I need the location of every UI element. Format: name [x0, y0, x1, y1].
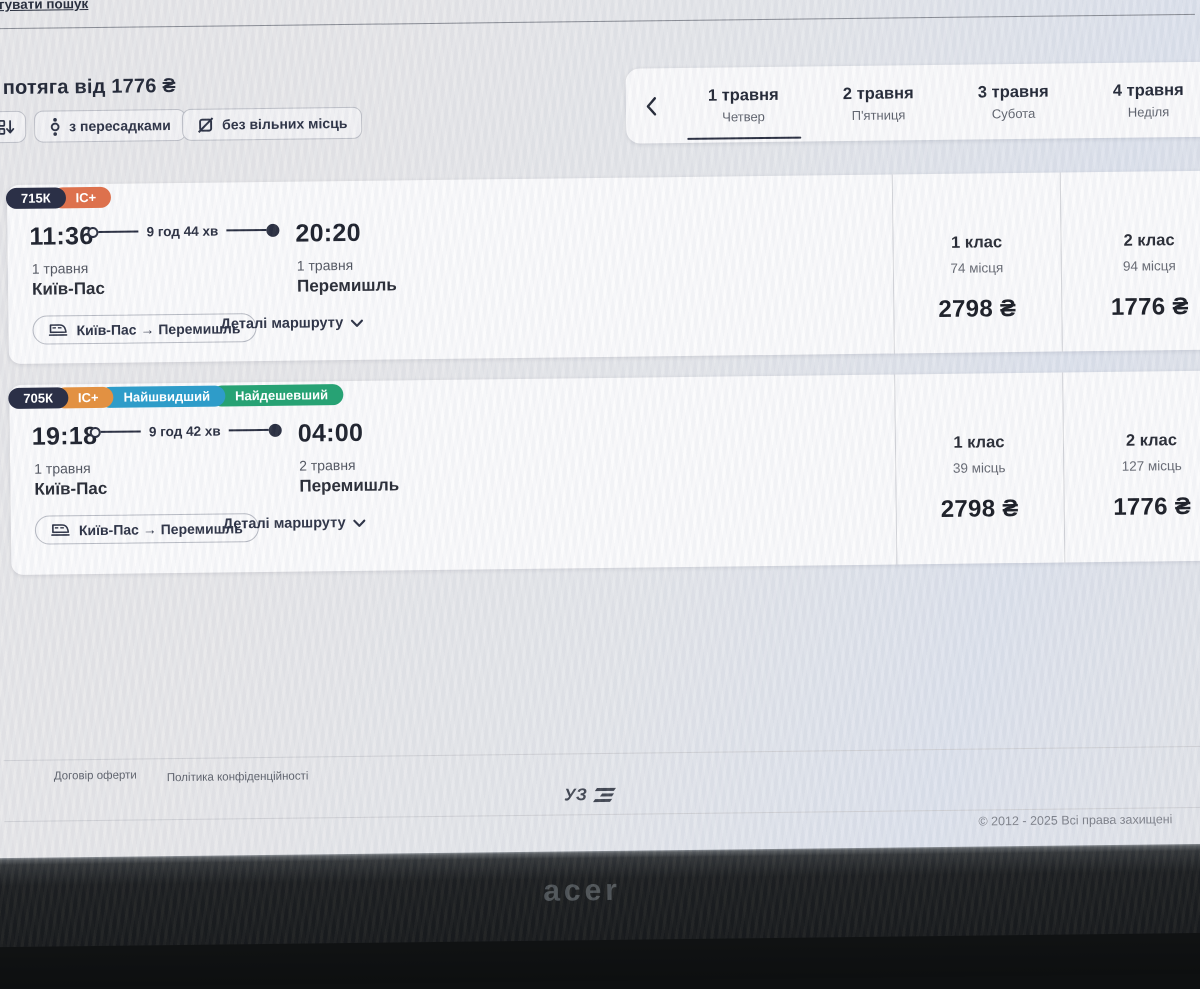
class-seats: 127 місць — [1121, 458, 1182, 474]
class-price: 1776 ₴ — [1113, 492, 1192, 521]
privacy-policy-link[interactable]: Політика конфіденційності — [166, 770, 309, 785]
class-name: 2 клас — [1125, 431, 1178, 450]
filter-label: з пересадками — [69, 117, 171, 135]
class-option-2[interactable]: 2 клас 127 місць 1776 ₴ — [1062, 370, 1200, 562]
transfers-icon — [49, 117, 61, 136]
class-seats: 94 місця — [1122, 258, 1176, 274]
class-option-1[interactable]: 1 клас 74 місця 2798 ₴ — [892, 173, 1062, 354]
duration-label: 9 год 44 хв — [146, 223, 219, 239]
class-name: 1 клас — [953, 433, 1005, 452]
route-button-label: Київ-Пас → Перемишль — [76, 319, 241, 338]
train-number-badge: 705К — [8, 387, 69, 410]
chevron-down-icon — [353, 518, 366, 527]
arrival-point-icon — [268, 423, 282, 437]
monitor-brand-logo: acer — [543, 873, 622, 908]
train-icon — [48, 323, 68, 336]
tab-date: 4 травня — [1112, 80, 1184, 100]
tab-day-3-travnia[interactable]: 3 травня Субота — [945, 63, 1081, 140]
class-price: 1776 ₴ — [1110, 293, 1189, 321]
offer-agreement-link[interactable]: Договір оферти — [53, 769, 137, 783]
route-button-label: Київ-Пас → Перемишль — [78, 519, 243, 538]
train-badges: 705К IC+ Найшвидший Найдешевший — [8, 384, 344, 410]
class-name: 1 клас — [950, 233, 1003, 252]
departure-point-icon — [89, 426, 101, 438]
active-tab-underline — [686, 136, 801, 140]
fastest-badge: Найшвидший — [99, 385, 226, 408]
footer-top-divider — [3, 745, 1200, 762]
arrival-station: Перемишль — [296, 275, 397, 296]
route-duration-line: 9 год 44 хв — [87, 223, 280, 239]
departure-station: Київ-Пас — [34, 478, 108, 499]
departure-time: 11:36 — [29, 221, 94, 251]
class-seats: 74 місця — [950, 260, 1004, 276]
uz-railways-logo: УЗ — [564, 785, 617, 806]
tab-day-1-travnia[interactable]: 1 травня Четвер — [675, 66, 811, 143]
tab-weekday: Неділя — [1127, 103, 1170, 120]
departure-time: 19:18 — [31, 421, 98, 451]
route-button[interactable]: Київ-Пас → Перемишль — [34, 513, 259, 545]
cheapest-badge: Найдешевший — [210, 384, 344, 407]
class-name: 2 клас — [1123, 231, 1175, 250]
tab-day-4-travnia[interactable]: 4 травня Неділя — [1080, 62, 1200, 139]
chevron-down-icon — [350, 318, 363, 327]
uz-logo-text: УЗ — [563, 785, 588, 805]
tab-weekday: Субота — [991, 105, 1036, 121]
arrival-time: 04:00 — [297, 418, 364, 448]
arrival-date: 2 травня — [299, 456, 356, 474]
no-seats-icon — [197, 116, 214, 133]
details-label: Деталі маршруту — [220, 315, 344, 333]
departure-point-icon — [87, 226, 99, 238]
tab-day-2-travnia[interactable]: 2 травня П'ятниця — [810, 65, 946, 142]
sort-button[interactable] — [0, 110, 27, 144]
filter-no-free-seats-button[interactable]: без вільних місць — [181, 106, 363, 141]
duration-label: 9 год 42 хв — [148, 423, 221, 439]
details-label: Деталі маршруту — [222, 515, 346, 533]
train-number-badge: 715К — [5, 187, 66, 210]
tab-weekday: Четвер — [722, 108, 765, 125]
uz-logo-stripes-icon — [591, 787, 617, 803]
previous-day-button[interactable] — [625, 68, 676, 144]
monitor-bezel — [0, 843, 1200, 989]
tab-weekday: П'ятниця — [851, 106, 906, 123]
class-seats: 39 місць — [952, 460, 1006, 476]
arrival-station: Перемишль — [299, 475, 400, 496]
tab-date: 3 травня — [977, 82, 1049, 101]
train-badges: 715К IC+ — [5, 186, 112, 210]
tab-date: 1 травня — [707, 85, 779, 105]
train-card-705K: 705К IC+ Найшвидший Найдешевший 19:18 9 … — [8, 370, 1200, 575]
filter-with-transfers-button[interactable]: з пересадками — [33, 108, 186, 143]
edit-search-link[interactable]: Редагувати пошук — [0, 0, 89, 13]
class-price: 2798 ₴ — [940, 495, 1019, 523]
route-duration-line: 9 год 42 хв — [89, 423, 282, 439]
arrival-time: 20:20 — [295, 218, 362, 248]
departure-station: Київ-Пас — [31, 278, 106, 299]
tab-date: 2 травня — [842, 83, 914, 103]
arrival-point-icon — [266, 223, 280, 237]
filter-label: без вільних місць — [222, 114, 348, 133]
results-heading: 2 потяга від 1776 ₴ — [0, 75, 177, 100]
route-details-button[interactable]: Деталі маршруту — [220, 315, 363, 333]
top-divider — [0, 13, 1195, 30]
class-option-2[interactable]: 2 клас 94 місця 1776 ₴ — [1060, 170, 1200, 351]
class-option-1[interactable]: 1 клас 39 місць 2798 ₴ — [894, 373, 1064, 565]
arrival-date: 1 травня — [296, 256, 354, 274]
date-navigation: 1 травня Четвер 2 травня П'ятниця 3 трав… — [625, 61, 1200, 144]
route-details-button[interactable]: Деталі маршруту — [222, 515, 366, 533]
copyright-text: © 2012 - 2025 Всі права захищені — [978, 812, 1173, 829]
departure-date: 1 травня — [31, 260, 89, 277]
train-icon — [51, 523, 70, 536]
chevron-left-icon — [645, 96, 657, 116]
departure-date: 1 травня — [34, 460, 91, 477]
sort-icon — [0, 118, 15, 135]
class-price: 2798 ₴ — [938, 295, 1017, 323]
photo-rotation-wrapper: Редагувати пошук 2 потяга від 1776 ₴ з п… — [0, 0, 1200, 948]
route-button[interactable]: Київ-Пас → Перемишль — [32, 313, 257, 345]
train-card-715K: 715К IC+ 11:36 9 год 44 хв 20:20 1 травн… — [5, 170, 1200, 365]
